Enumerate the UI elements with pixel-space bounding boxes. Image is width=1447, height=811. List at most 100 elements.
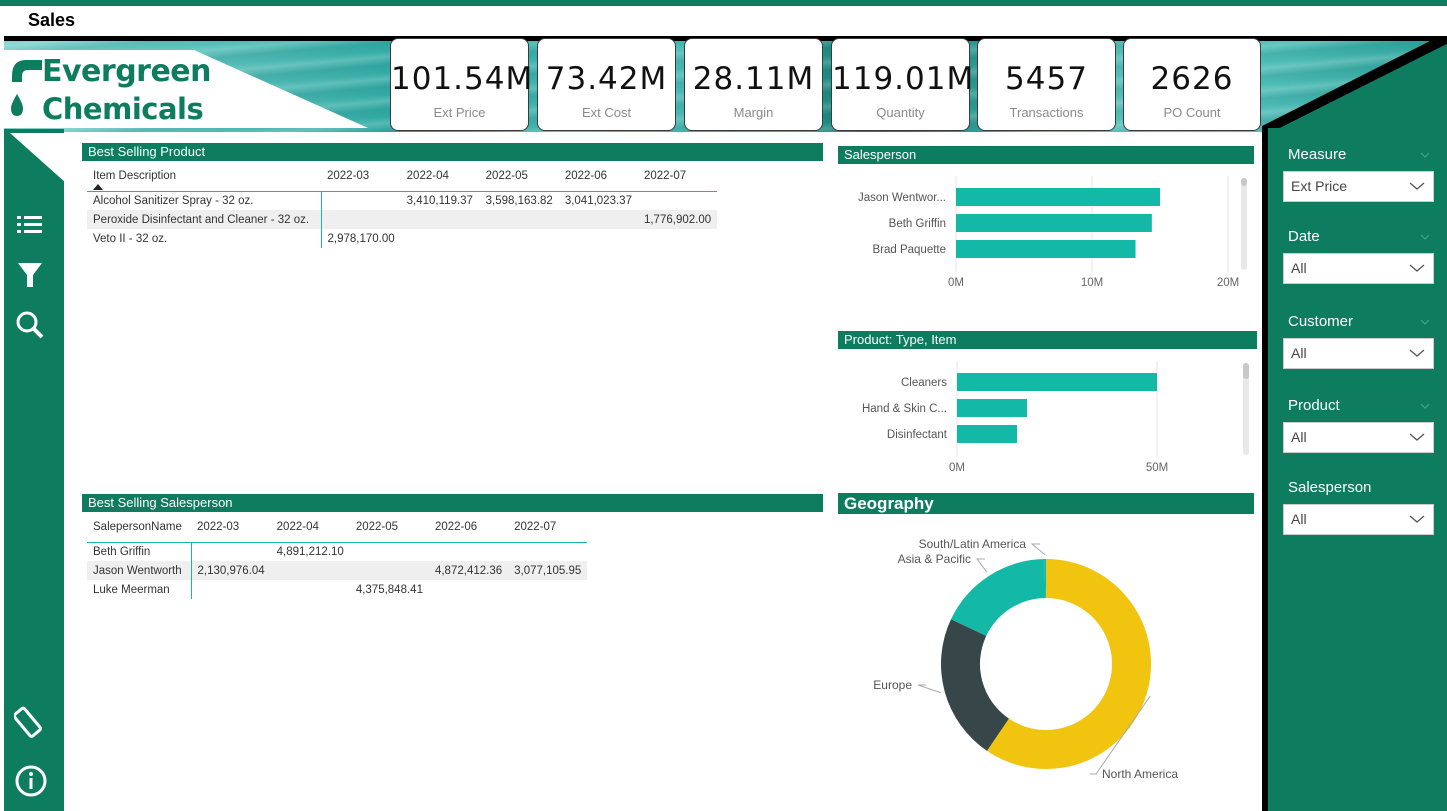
- table-row[interactable]: Veto II - 32 oz. 2,978,170.00: [87, 229, 717, 248]
- slicer-label-product: Product: [1288, 397, 1340, 414]
- column-header[interactable]: 2022-06: [564, 169, 608, 182]
- search-icon[interactable]: [14, 309, 46, 341]
- kpi-label: Ext Price: [433, 105, 486, 120]
- bar[interactable]: [956, 188, 1160, 206]
- geography-chart-title: Geography: [838, 493, 1254, 514]
- kpi-card-transactions: 5457 Transactions: [977, 38, 1116, 131]
- bar[interactable]: [957, 425, 1017, 443]
- column-header[interactable]: 2022-05: [485, 169, 528, 182]
- leader-line: [975, 558, 988, 573]
- donut-slice[interactable]: [950, 559, 1046, 636]
- slicer-value: All: [1291, 429, 1307, 445]
- column-header[interactable]: 2022-07: [643, 169, 687, 182]
- slicer-dropdown-salesperson[interactable]: All: [1283, 504, 1434, 535]
- sort-ascending-icon[interactable]: [93, 184, 103, 190]
- donut-slice[interactable]: [986, 559, 1151, 769]
- logo-background: [4, 50, 368, 128]
- table-cell: [638, 191, 717, 210]
- product-chart-title: Product: Type, Item: [838, 331, 1257, 349]
- table-cell: [559, 229, 638, 248]
- table-cell: [401, 229, 480, 248]
- top-accent-strip: [0, 0, 1447, 6]
- slicer-value: Ext Price: [1291, 178, 1348, 194]
- axis-tick-label: 0M: [949, 462, 965, 474]
- slicer-dropdown-customer[interactable]: All: [1283, 338, 1434, 369]
- table-cell: [480, 229, 559, 248]
- table-cell: [508, 580, 587, 599]
- bar-category-label: Cleaners: [901, 377, 947, 389]
- slice-label: South/Latin America: [919, 537, 1027, 551]
- bar[interactable]: [957, 373, 1157, 391]
- scrollbar-thumb[interactable]: [1243, 363, 1249, 379]
- filter-icon[interactable]: [14, 258, 46, 290]
- best-salesperson-matrix: SalepersonName 2022-03 2022-04 2022-05 2…: [87, 512, 588, 599]
- bar[interactable]: [956, 240, 1136, 258]
- table-row[interactable]: Peroxide Disinfectant and Cleaner - 32 o…: [87, 210, 718, 229]
- logo-name-line2: Chemicals: [42, 92, 204, 126]
- slicer-dropdown-product[interactable]: All: [1283, 422, 1434, 453]
- slicer-label-salesperson: Salesperson: [1288, 479, 1372, 496]
- axis-tick-label: 20M: [1217, 277, 1239, 289]
- kpi-value: 28.11M: [692, 61, 815, 97]
- slicer-value: All: [1291, 260, 1307, 276]
- column-header[interactable]: 2022-03: [327, 169, 370, 182]
- chart-scrollbar[interactable]: [1243, 363, 1249, 455]
- matrix-header-row: Item Description 2022-03 2022-04 2022-05…: [87, 161, 717, 191]
- chevron-down-icon[interactable]: [1420, 317, 1430, 327]
- bar-category-label: Jason Wentwor...: [858, 192, 946, 204]
- column-header[interactable]: 2022-05: [355, 520, 399, 533]
- table-cell: 2,978,170.00: [327, 232, 395, 245]
- donut-slice[interactable]: [941, 619, 1009, 751]
- column-header[interactable]: 2022-07: [514, 520, 557, 533]
- list-icon[interactable]: [14, 209, 46, 241]
- row-label: Veto II - 32 oz.: [87, 229, 322, 248]
- table-cell: 2,130,976.04: [197, 564, 265, 577]
- kpi-value: 5457: [1005, 61, 1088, 97]
- title-bar: Sales: [0, 6, 1447, 36]
- table-row[interactable]: Alcohol Sanitizer Spray - 32 oz. 3,410,1…: [87, 191, 717, 210]
- geography-donut-chart: North America Europe Asia & PacificSouth/L…: [873, 537, 1178, 781]
- column-header[interactable]: 2022-06: [434, 520, 478, 533]
- kpi-label: Quantity: [876, 105, 925, 120]
- kpi-value: 73.42M: [545, 61, 668, 97]
- slicer-value: All: [1291, 345, 1307, 361]
- table-cell: [321, 210, 401, 229]
- eraser-icon[interactable]: [12, 702, 46, 738]
- table-cell: 4,872,412.36: [434, 564, 503, 577]
- table-cell: [559, 210, 638, 229]
- slicer-dropdown-date[interactable]: All: [1283, 253, 1434, 284]
- slicer-panel: [1268, 128, 1447, 811]
- chevron-down-icon[interactable]: [1420, 150, 1430, 160]
- table-cell: [508, 542, 587, 561]
- chart-scrollbar[interactable]: [1241, 178, 1247, 270]
- logo-name-line1: Evergreen: [42, 54, 212, 89]
- table-cell: [480, 210, 559, 229]
- table-row[interactable]: Beth Griffin 4,891,212.10: [87, 542, 587, 561]
- column-header[interactable]: Item Description: [93, 169, 177, 182]
- chevron-down-icon[interactable]: [1420, 232, 1430, 242]
- scrollbar-thumb[interactable]: [1241, 178, 1247, 186]
- page-title: Sales: [28, 10, 76, 30]
- donut-slice[interactable]: [1044, 559, 1046, 599]
- leader-line: [917, 684, 942, 694]
- column-header[interactable]: 2022-04: [406, 169, 449, 182]
- chevron-down-icon[interactable]: [1420, 401, 1430, 411]
- slicer-dropdown-measure[interactable]: Ext Price: [1283, 171, 1434, 202]
- table-cell: [638, 229, 717, 248]
- chevron-down-icon: [1409, 182, 1425, 190]
- table-row[interactable]: Luke Meerman 4,375,848.41: [87, 580, 587, 599]
- bar[interactable]: [957, 399, 1027, 417]
- bar[interactable]: [956, 214, 1152, 232]
- info-icon[interactable]: [14, 764, 47, 797]
- column-header[interactable]: SalepersonName: [93, 520, 182, 533]
- slicer-value: All: [1291, 511, 1307, 527]
- table-cell: 3,041,023.37: [564, 194, 632, 207]
- column-header[interactable]: 2022-04: [276, 520, 319, 533]
- column-header[interactable]: 2022-03: [197, 520, 240, 533]
- table-row[interactable]: Jason Wentworth 2,130,976.04 4,872,412.3…: [87, 561, 588, 580]
- chevron-down-icon: [1409, 349, 1425, 357]
- slicer-label-date: Date: [1288, 228, 1320, 245]
- table-cell: [271, 561, 350, 580]
- axis-tick-label: 10M: [1081, 277, 1103, 289]
- table-cell: [429, 580, 508, 599]
